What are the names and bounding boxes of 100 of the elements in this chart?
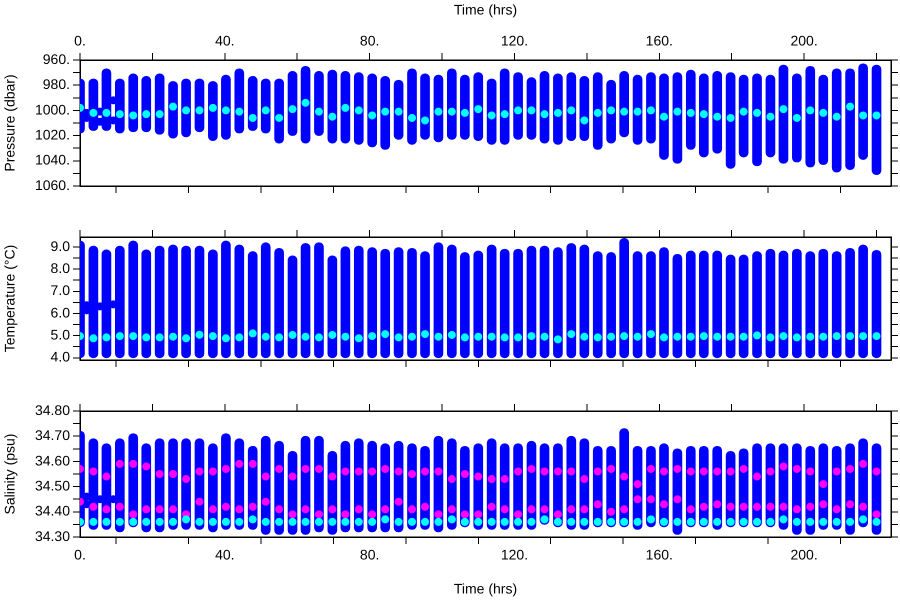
bar <box>858 244 868 358</box>
bar <box>194 78 204 132</box>
bar <box>566 243 576 358</box>
bar <box>500 248 510 358</box>
bar <box>805 251 816 358</box>
bar <box>766 248 776 358</box>
bar <box>632 74 642 145</box>
y-axis-title: Pressure (dbar) <box>1 74 18 172</box>
bar <box>128 74 138 132</box>
bar <box>221 74 231 140</box>
bar <box>526 246 536 358</box>
y-tick-label: 34.50 <box>34 477 70 494</box>
y-tick-label: 1020. <box>34 126 70 142</box>
bar <box>434 242 444 358</box>
bar <box>566 72 576 141</box>
bar <box>540 246 550 358</box>
bar <box>194 246 204 358</box>
bar <box>407 68 417 145</box>
bar <box>486 244 496 358</box>
bar <box>580 244 590 358</box>
bar <box>778 250 788 358</box>
bar <box>354 246 364 358</box>
bar <box>513 248 523 358</box>
bar <box>181 246 191 358</box>
bar <box>181 78 191 138</box>
bar <box>632 251 642 358</box>
bar <box>208 250 218 358</box>
y-tick-label: 5.0 <box>50 326 70 342</box>
x2-tick-label: 0. <box>74 32 86 48</box>
bar <box>752 74 762 166</box>
bar <box>340 246 350 358</box>
x-tick-label: 0. <box>74 546 86 562</box>
bar <box>845 248 855 358</box>
bar <box>288 256 298 358</box>
bar <box>328 70 338 144</box>
bar <box>738 254 748 358</box>
bar <box>712 71 722 154</box>
y-tick-label: 8.0 <box>50 260 70 276</box>
y-tick-label: 1060. <box>34 176 70 193</box>
bar <box>540 71 550 144</box>
bar <box>659 247 669 358</box>
bar <box>580 76 590 141</box>
bar <box>526 77 536 140</box>
bar <box>328 256 338 358</box>
bar <box>394 80 404 140</box>
bar <box>845 68 855 170</box>
bar <box>154 74 164 135</box>
x2-tick-label: 80. <box>360 32 380 48</box>
bar <box>832 68 842 172</box>
bar <box>248 76 258 131</box>
bar <box>592 251 603 358</box>
x-tick-label: 200. <box>790 546 818 562</box>
bar <box>234 244 244 358</box>
bar <box>818 248 828 358</box>
bar <box>818 74 828 165</box>
bar <box>367 74 378 148</box>
bar <box>460 74 470 140</box>
bar <box>738 74 748 158</box>
bar <box>234 68 244 134</box>
bar <box>394 247 404 358</box>
bar <box>221 240 231 358</box>
y-tick-label: 1040. <box>34 152 70 168</box>
x2-tick-label: 120. <box>500 32 528 48</box>
bar <box>646 251 656 358</box>
x2-tick-label: 200. <box>790 32 818 48</box>
bar <box>486 78 496 145</box>
bar <box>553 247 563 358</box>
bar <box>340 71 350 144</box>
x2-axis-title: Time (hrs) <box>454 1 518 18</box>
y-axis-title: Salinity (psu) <box>1 434 18 514</box>
bar <box>726 72 736 169</box>
bar <box>407 248 417 358</box>
bar <box>314 71 324 136</box>
bar <box>141 250 152 358</box>
bar <box>460 252 470 358</box>
y-tick-label: 7.0 <box>50 282 70 298</box>
bar <box>208 81 218 141</box>
bar <box>314 242 324 358</box>
bar <box>606 252 616 358</box>
bar <box>606 80 616 144</box>
x-tick-label: 120. <box>500 546 528 562</box>
bar <box>858 63 868 160</box>
bar <box>380 76 390 150</box>
bar <box>672 72 682 164</box>
bar <box>168 81 178 138</box>
x-axis-title: Time (hrs) <box>454 580 518 596</box>
bar <box>712 250 722 358</box>
y-tick-label: 9.0 <box>50 238 70 254</box>
bar <box>805 66 816 168</box>
y-tick-label: 980. <box>42 76 70 92</box>
bar <box>274 248 284 358</box>
bar <box>686 70 696 150</box>
y-tick-label: 34.60 <box>34 452 70 468</box>
y-tick-label: 34.80 <box>34 402 70 418</box>
y-axis-title: Temperature (°C) <box>1 244 18 352</box>
bar <box>288 71 298 136</box>
bar <box>380 248 390 358</box>
x2-tick-label: 40. <box>215 32 235 48</box>
bar <box>726 254 736 358</box>
bar <box>128 240 138 358</box>
